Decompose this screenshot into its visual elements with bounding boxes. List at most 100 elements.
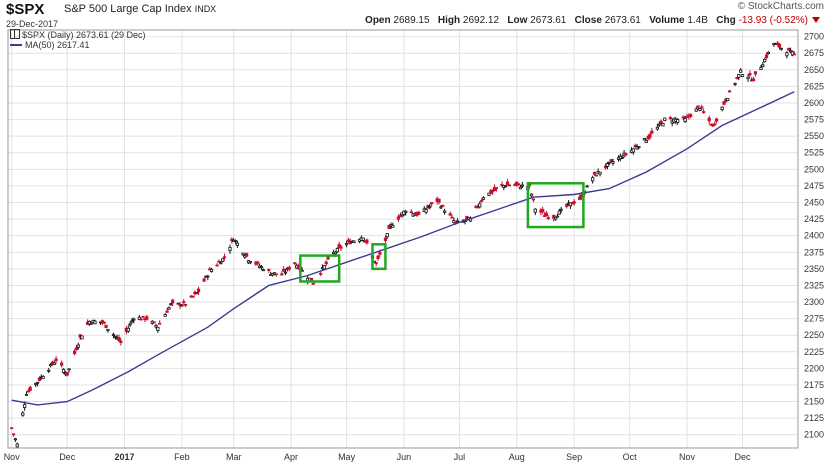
ticker-symbol: $SPX <box>6 1 45 18</box>
candle-body <box>661 122 665 127</box>
y-tick-label: 2475 <box>804 181 824 191</box>
candle-body <box>378 252 382 255</box>
candle-body <box>439 206 443 209</box>
y-tick-label: 2700 <box>804 32 824 42</box>
candle-body <box>605 163 610 167</box>
candle-body <box>518 186 523 190</box>
candle-body <box>333 251 338 255</box>
y-tick-label: 2125 <box>804 413 824 423</box>
candle-body <box>554 216 558 220</box>
candle-body <box>67 368 71 371</box>
index-name: S&P 500 Large Cap Index INDX <box>64 3 217 15</box>
candle-body <box>61 368 66 373</box>
candle-body <box>48 364 53 367</box>
candle-body <box>376 255 380 259</box>
candle-body <box>507 184 511 187</box>
candle-body <box>713 123 717 126</box>
candle-body <box>766 51 770 54</box>
y-tick-label: 2400 <box>804 231 824 241</box>
candle-body <box>637 146 641 148</box>
x-tick-label: Nov <box>679 452 696 462</box>
candle-body <box>720 106 724 110</box>
candle-body <box>689 114 693 117</box>
candle-body <box>683 118 687 123</box>
candle-body <box>209 268 214 273</box>
candle-body <box>417 211 421 215</box>
highlight-box <box>371 243 387 271</box>
y-tick-label: 2100 <box>804 430 824 440</box>
candle-body <box>541 208 545 213</box>
candle-body <box>335 248 339 253</box>
candle-body <box>611 161 615 164</box>
candle-body <box>631 148 635 153</box>
candle-body <box>180 304 184 307</box>
candle-body <box>37 377 42 381</box>
candle-body <box>544 212 548 217</box>
candle-body <box>424 209 428 213</box>
ma-line-icon <box>10 44 22 46</box>
y-tick-label: 2500 <box>804 164 824 174</box>
candle-body <box>119 340 123 343</box>
candle-body <box>132 318 136 321</box>
candle-body <box>222 256 227 259</box>
candle-body <box>655 126 659 130</box>
candle-body <box>270 273 275 276</box>
x-tick-label: Aug <box>509 452 525 462</box>
candle-body <box>163 314 167 317</box>
candle-body <box>60 362 64 366</box>
candle-body <box>346 239 351 242</box>
candle-body <box>256 261 260 264</box>
candle-body <box>228 246 232 252</box>
candle-body <box>324 261 328 265</box>
candle-body <box>565 203 569 207</box>
candle-body <box>283 271 288 274</box>
candle-body <box>391 224 395 228</box>
candle-body <box>117 337 121 342</box>
candle-body <box>52 362 56 366</box>
y-tick-label: 2575 <box>804 115 824 125</box>
candle-body <box>245 252 249 257</box>
candle-body <box>141 315 145 318</box>
candle-body <box>361 237 365 241</box>
y-tick-label: 2300 <box>804 297 824 307</box>
candle-body <box>287 266 291 270</box>
candle-body <box>650 130 654 134</box>
candle-body <box>555 215 560 218</box>
candle-body <box>385 233 389 238</box>
highlight-box <box>526 182 585 229</box>
candle-body <box>21 412 25 416</box>
legend-price: $SPX (Daily) 2673.61 (29 Dec) <box>10 29 146 40</box>
candle-body <box>374 262 378 265</box>
y-tick-label: 2600 <box>804 98 824 108</box>
candle-body <box>430 202 434 205</box>
candle-body <box>698 108 702 111</box>
candle-body <box>480 200 484 202</box>
candle-body <box>557 210 561 215</box>
candle-body <box>504 185 508 188</box>
y-tick-label: 2625 <box>804 81 824 91</box>
candle-body <box>41 376 45 379</box>
x-tick-label: Apr <box>284 452 298 462</box>
candle-body <box>533 208 537 213</box>
candle-body <box>777 43 782 48</box>
candle-body <box>76 344 80 348</box>
candle-body <box>126 327 130 332</box>
candle-body <box>182 301 186 304</box>
candle-body <box>437 198 441 203</box>
candle-body <box>326 256 330 260</box>
ohlc-readout: Open 2689.15 High 2692.12 Low 2673.61 Cl… <box>365 15 808 26</box>
candle-body <box>217 260 221 263</box>
candle-body <box>23 404 27 408</box>
candle-body <box>398 215 402 218</box>
candle-body <box>139 318 143 321</box>
candle-body <box>739 69 743 73</box>
candle-body <box>215 264 219 267</box>
chart-header: $SPX S&P 500 Large Cap Index INDX 29-Dec… <box>0 0 830 30</box>
candle-body <box>165 310 169 313</box>
candle-body <box>792 53 796 56</box>
candle-body <box>603 165 608 169</box>
quote-date: 29-Dec-2017 <box>6 19 59 29</box>
candle-body <box>34 382 38 385</box>
candle-body <box>387 225 391 230</box>
candle-body <box>26 390 30 393</box>
